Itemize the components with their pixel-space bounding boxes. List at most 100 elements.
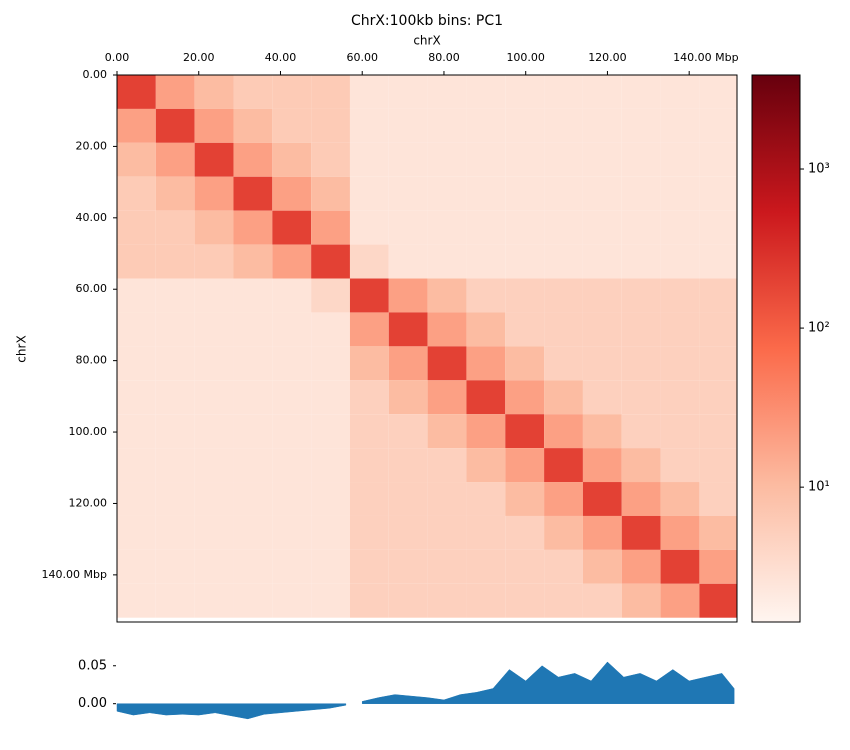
heatmap-cell [311,75,350,109]
heatmap-cell [582,312,622,347]
heatmap-cell [427,414,467,449]
heatmap-cell [621,515,661,550]
heatmap-cell [544,244,583,279]
heatmap-cell [194,142,234,177]
heatmap-cell [155,549,195,584]
heatmap-cell [233,515,273,550]
heatmap-cell [544,108,583,143]
heatmap-cell [155,176,195,211]
heatmap-cell [699,75,737,109]
heatmap-cell [311,448,350,483]
heatmap-cell [582,108,622,143]
heatmap-cell [699,210,737,245]
heatmap-cell [466,210,506,245]
heatmap-cell [544,210,583,245]
heatmap-cell [272,75,312,109]
heatmap-cell [155,108,195,143]
heatmap-cell [388,549,428,584]
heatmap-cell [427,75,467,109]
heatmap-cell [388,75,428,109]
heatmap-cell [349,108,389,143]
colorbar-tick-label: 10³ [808,162,830,177]
heatmap-cell [427,380,467,415]
heatmap-cell [660,515,700,550]
heatmap-cell [388,210,428,245]
y-tick-label: 80.00 [76,354,108,367]
heatmap-cell [544,176,583,211]
heatmap-cell [699,583,737,618]
heatmap-cell [349,583,389,618]
heatmap-cell [660,346,700,381]
heatmap-cell [505,244,545,279]
heatmap-cell [388,414,428,449]
heatmap-cell [660,380,700,415]
heatmap-cell [621,549,661,584]
y-tick-label: 20.00 [76,139,108,152]
heatmap-cell [272,515,312,550]
heatmap-cell [466,549,506,584]
y-tick-label: 120.00 [69,496,108,509]
heatmap-cell [155,583,195,618]
heatmap-cell [466,380,506,415]
heatmap-cell [233,312,273,347]
heatmap-cell [660,414,700,449]
heatmap-cell [311,244,350,279]
heatmap-cell [233,278,273,313]
plot-frame [116,74,738,623]
heatmap-cell [621,176,661,211]
heatmap-cell [621,142,661,177]
heatmap-cell [505,482,545,516]
heatmap-cell [582,448,622,483]
heatmap-cell [621,278,661,313]
heatmap-cell [660,448,700,483]
heatmap-cell [427,244,467,279]
heatmap-cell [233,244,273,279]
heatmap-cell [388,482,428,516]
heatmap-cell [155,142,195,177]
heatmap-cell [427,549,467,584]
y-axis-label: chrX [15,335,29,362]
heatmap-cell [388,278,428,313]
heatmap-cell [699,108,737,143]
heatmap-cell [582,210,622,245]
heatmap-cell [194,515,234,550]
x-tick-label: 120.00 [588,51,627,64]
heatmap-cell [582,482,622,516]
colorbar-tick-label: 10² [808,321,830,336]
heatmap-cell [194,380,234,415]
heatmap-cell [388,176,428,211]
colorbar-tick-label: 10¹ [808,480,830,495]
heatmap-cell [699,482,737,516]
heatmap-cell [582,380,622,415]
heatmap-cell [505,142,545,177]
heatmap-cell [155,210,195,245]
heatmap-cell [311,346,350,381]
heatmap-cell [388,515,428,550]
heatmap-cell [699,380,737,415]
heatmap-cell [155,414,195,449]
heatmap-cell [194,278,234,313]
heatmap-cell [311,414,350,449]
x-tick-label: 60.00 [346,51,378,64]
heatmap-cell [311,108,350,143]
heatmap-cell [621,346,661,381]
heatmap-cell [349,312,389,347]
y-tick-label: 140.00 Mbp [42,568,107,581]
heatmap-cell [272,549,312,584]
heatmap-cell [272,312,312,347]
heatmap-cell [699,278,737,313]
heatmap-cell [388,312,428,347]
heatmap-cell [660,278,700,313]
chart-title: ChrX:100kb bins: PC1 [351,13,503,29]
heatmap-cell [117,244,156,279]
heatmap-cell [117,380,156,415]
heatmap-cell [660,244,700,279]
heatmap-cell [272,583,312,618]
heatmap-cell [233,549,273,584]
heatmap-cell [272,244,312,279]
heatmap-cell [621,482,661,516]
heatmap-cell [544,278,583,313]
heatmap-cell [466,142,506,177]
heatmap-cell [582,346,622,381]
heatmap-cell [544,142,583,177]
